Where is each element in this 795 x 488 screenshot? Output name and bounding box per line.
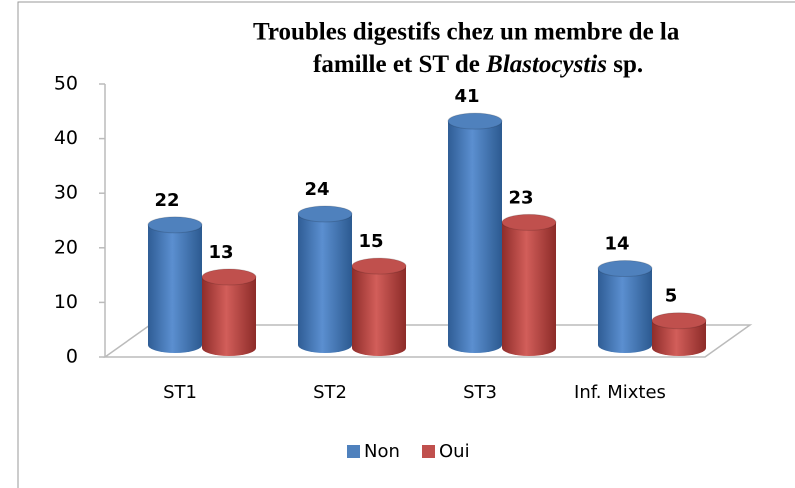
bar [147, 216, 203, 353]
chart-border [17, 1, 795, 488]
legend-swatch [422, 445, 435, 458]
bar-body [448, 121, 502, 353]
bar-body [202, 277, 256, 356]
bar-top [297, 205, 353, 223]
data-label: 41 [454, 86, 479, 107]
y-tick-label: 40 [54, 127, 78, 149]
y-tick-label: 10 [54, 291, 78, 313]
data-label: 14 [604, 234, 629, 255]
bar-top [447, 112, 503, 130]
y-tick-label: 0 [66, 346, 78, 368]
data-label: 22 [154, 190, 179, 211]
x-tick-label: ST1 [163, 382, 197, 403]
bar-top [147, 216, 203, 234]
title-part: famille et ST de [313, 51, 480, 78]
bar-body [598, 268, 652, 353]
legend-label: Non [364, 441, 400, 462]
data-label: 23 [508, 187, 533, 208]
bar-body [298, 213, 352, 353]
data-label: 24 [304, 179, 329, 200]
title-part: sp. [613, 51, 643, 78]
y-tick-label: 30 [54, 182, 78, 204]
bar-top [597, 260, 653, 278]
bar [501, 213, 557, 356]
bar [651, 312, 707, 356]
y-tick-label: 20 [54, 236, 78, 258]
title-part: Blastocystis [485, 51, 607, 78]
data-label: 5 [665, 286, 678, 307]
bar-top [501, 213, 557, 231]
bar [297, 205, 353, 353]
bar-top [651, 312, 707, 330]
chart-title: Troubles digestifs chez un membre de la [253, 19, 680, 46]
bar-top [351, 257, 407, 275]
bar-body [652, 320, 706, 356]
bar [351, 257, 407, 356]
bar-body [502, 222, 556, 356]
bar-top [201, 268, 257, 286]
data-label: 13 [208, 242, 233, 263]
x-tick-label: ST2 [313, 382, 347, 403]
bar [201, 268, 257, 356]
data-label: 15 [358, 231, 383, 252]
x-tick-label: Inf. Mixtes [574, 382, 666, 403]
chart-title: famille et ST de Blastocystis sp. [313, 51, 643, 78]
bar-body [148, 224, 202, 353]
bar [447, 112, 503, 353]
bar [597, 260, 653, 353]
legend-label: Oui [439, 441, 470, 462]
y-tick-label: 50 [54, 73, 78, 95]
floor [102, 324, 753, 358]
legend-swatch [347, 445, 360, 458]
bar-body [352, 266, 406, 356]
x-tick-label: ST3 [463, 382, 497, 403]
